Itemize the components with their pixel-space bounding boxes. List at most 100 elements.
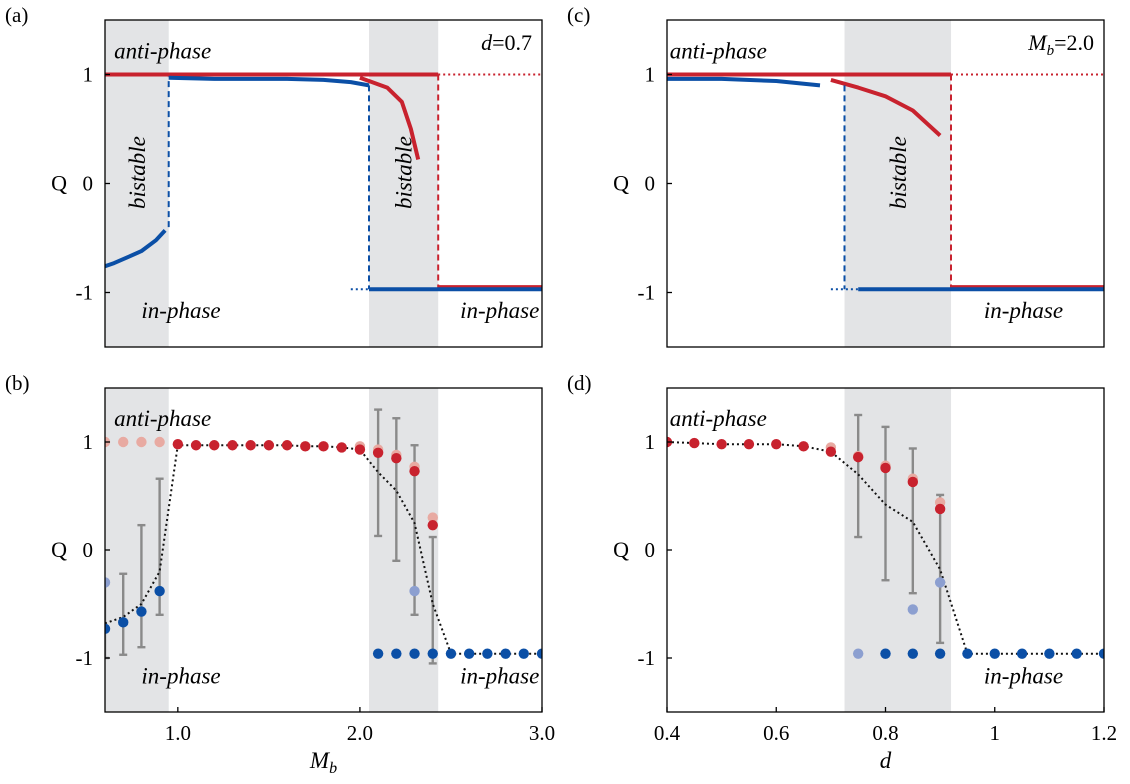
data-point-d-3-3 [962,648,973,659]
panel-a: -1 0 1 Q (a) d=0.7 bistable bistable anti-phase i… [5,3,543,348]
data-point-b-1-7 [300,441,311,452]
data-point-b-1-8 [318,441,329,452]
data-point-b-4-0 [372,648,384,659]
data-point-b-1-11 [372,447,384,458]
data-point-d-3-0 [880,648,891,659]
bistable-region-b-1 [369,388,439,712]
xtick-label-d-3: 1 [990,721,1001,745]
ytick-label-a-2: 1 [83,63,94,87]
parameter-label-c-symbol: M [1027,30,1048,55]
xtick-label-d-0: 0.4 [654,721,681,745]
annotation-c-1: in-phase [984,298,1063,323]
xtick-label-b-0: 1.0 [165,721,191,745]
region-label-a-0: bistable [125,136,150,209]
parameter-label-c-value: =2.0 [1054,30,1094,55]
x-axis-label-d-symbol: d [880,748,892,773]
data-point-d-3-2 [934,648,946,659]
data-point-b-1-2 [209,440,220,451]
annotation-c-0: anti-phase [670,39,767,64]
data-point-b-0-8 [427,512,438,523]
parameter-label-c: Mb=2.0 [1027,30,1094,59]
panel-label-c: (c) [567,3,590,27]
xtick-label-d-1: 0.6 [763,721,789,745]
data-point-b-4-9 [536,648,542,659]
ytick-label-b-0: -1 [76,646,94,670]
panel-b: -1 0 1 Q 1.0 2.0 3.0 Mb (b) anti-phase in-phase in-… [5,371,555,777]
plot-area-b [105,388,542,712]
y-axis-label-c: Q [613,171,629,196]
annotation-b-0: anti-phase [114,406,211,431]
ytick-label-a-1: 0 [83,172,94,196]
data-point-b-1-12 [391,453,402,464]
ytick-label-a-0: -1 [76,281,94,305]
data-point-b-4-6 [482,648,493,659]
data-point-b-1-5 [263,440,275,451]
data-point-b-1-10 [354,444,366,455]
annotation-a-1: in-phase [141,298,220,323]
data-point-b-1-0 [172,438,184,450]
annotation-d-1: in-phase [984,663,1063,688]
data-point-d-1-4 [771,438,782,450]
data-point-b-3-2 [136,606,147,617]
data-point-b-0-3 [154,436,165,448]
data-point-d-1-9 [907,476,919,488]
data-point-b-1-14 [427,519,438,531]
parameter-label-a: d=0.7 [481,30,532,55]
data-point-d-3-8 [1098,648,1104,659]
mean-line-b [105,444,542,655]
data-point-d-2-0 [852,648,864,659]
data-point-d-1-8 [880,462,891,474]
data-point-b-4-7 [500,648,511,659]
ytick-label-d-1: 0 [645,538,656,562]
data-point-b-4-8 [518,648,529,659]
panel-label-a: (a) [5,3,28,27]
ytick-label-c-0: -1 [638,281,656,305]
series-line-a-7 [168,75,370,88]
data-point-b-4-4 [445,648,457,659]
data-point-b-1-13 [409,465,420,477]
panel-label-d: (d) [567,371,592,395]
data-point-b-4-2 [409,648,420,659]
data-point-d-3-1 [907,648,919,659]
panel-label-b: (b) [5,371,30,395]
data-point-b-1-1 [190,440,202,451]
data-point-d-1-5 [798,441,809,452]
annotation-d-0: anti-phase [670,406,767,431]
panel-d: -1 0 1 Q 0.4 0.6 0.8 1 1.2 d (d) anti-phase in-phase [567,371,1117,773]
data-point-d-1-3 [743,438,755,450]
xtick-label-d-2: 0.8 [872,721,898,745]
series-line-c-1 [830,77,942,137]
x-axis-label-b-subscript: b [329,760,337,777]
ytick-label-d-0: -1 [638,646,656,670]
data-point-d-1-7 [852,451,864,463]
ytick-label-c-1: 0 [645,172,656,196]
plot-area-c [667,20,1104,347]
data-point-d-2-2 [907,604,919,615]
xtick-label-b-2: 3.0 [529,721,555,745]
panel-c: -1 0 1 Q (c) Mb=2.0 bistable anti-phase in-phase [567,3,1105,348]
x-axis-label-d: d [880,748,892,773]
data-point-d-3-5 [1016,648,1028,659]
data-point-b-0-2 [136,436,147,448]
y-axis-label-d: Q [613,537,629,562]
xtick-label-d-4: 1.2 [1091,721,1117,745]
plot-area-a [105,20,542,347]
series-line-c-5 [667,76,821,88]
data-point-b-3-3 [154,585,165,597]
y-axis-label-b: Q [51,537,67,562]
ytick-label-b-1: 0 [83,538,94,562]
annotation-a-2: in-phase [460,298,539,323]
series-line-a-1 [359,75,421,160]
y-axis-label-a: Q [51,171,67,196]
data-point-b-4-1 [391,648,402,659]
data-point-d-3-7 [1071,648,1082,659]
xtick-label-b-1: 2.0 [347,721,373,745]
data-point-b-1-4 [245,440,256,451]
annotation-a-0: anti-phase [114,39,211,64]
ytick-label-c-2: 1 [645,63,656,87]
data-point-d-1-1 [689,437,700,449]
x-axis-label-b: Mb [309,748,337,777]
data-point-b-3-1 [118,617,129,628]
annotation-b-1: in-phase [141,663,220,688]
parameter-label-a-symbol: d [481,30,493,55]
